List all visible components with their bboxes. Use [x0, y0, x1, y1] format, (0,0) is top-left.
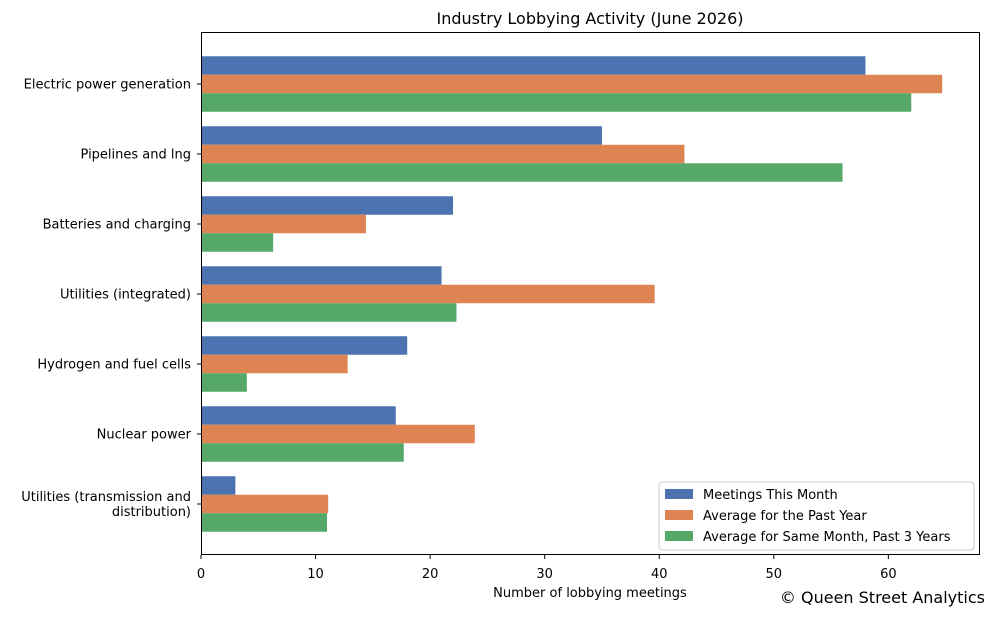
bar-2-category-4 [201, 284, 655, 304]
legend-frame [658, 481, 975, 551]
y-tick-label: Hydrogen and fuel cells [37, 358, 191, 373]
bar-1-category-7 [201, 476, 236, 495]
y-tick-label: Electric power generation [24, 78, 191, 93]
bar-1-category-2 [201, 126, 602, 145]
bar-3-category-1 [201, 93, 912, 112]
bar-2-category-1 [201, 74, 943, 94]
bar-1-category-6 [201, 406, 396, 425]
bar-2-category-5 [201, 354, 348, 374]
x-axis-label: Number of lobbying meetings [493, 586, 687, 601]
bar-2-category-7 [201, 494, 329, 514]
legend-label-2: Average for the Past Year [703, 509, 867, 524]
y-tick-label: Utilities (transmission and distribution) [21, 490, 191, 520]
bar-1-category-1 [201, 56, 866, 75]
bar-1-category-5 [201, 336, 408, 355]
plot-frame [201, 32, 980, 555]
x-tick-label: 20 [422, 567, 439, 582]
legend-swatch-1 [665, 489, 693, 499]
x-tick-label: 60 [880, 567, 897, 582]
copyright-watermark: © Queen Street Analytics [780, 588, 985, 607]
legend-label-3: Average for Same Month, Past 3 Years [703, 530, 951, 545]
y-tick-label: Batteries and charging [43, 218, 191, 233]
y-tick-label: Pipelines and lng [81, 148, 191, 163]
x-tick-label: 30 [536, 567, 553, 582]
bar-3-category-4 [201, 303, 457, 322]
y-tick-label: Nuclear power [97, 428, 192, 443]
bar-1-category-4 [201, 266, 442, 285]
x-tick-label: 10 [307, 567, 324, 582]
bar-3-category-6 [201, 443, 404, 462]
x-tick-label: 50 [766, 567, 783, 582]
bars-layer [201, 56, 943, 532]
bar-3-category-2 [201, 163, 843, 182]
x-axis: 0 10 20 30 40 50 60 [197, 555, 897, 582]
legend-label-1: Meetings This Month [703, 488, 838, 503]
legend-swatch-3 [665, 531, 693, 541]
bar-3-category-3 [201, 233, 274, 252]
chart-title: Industry Lobbying Activity (June 2026) [437, 9, 744, 28]
x-tick-label: 0 [197, 567, 205, 582]
y-axis: Electric power generation Pipelines and l… [21, 78, 201, 520]
bar-1-category-3 [201, 196, 454, 215]
legend: Meetings This Month Average for the Past … [658, 481, 975, 551]
bar-3-category-7 [201, 513, 328, 532]
legend-swatch-2 [665, 510, 693, 520]
bar-2-category-3 [201, 214, 366, 234]
bar-3-category-5 [201, 373, 247, 392]
y-tick-label: Utilities (integrated) [60, 288, 191, 303]
x-tick-label: 40 [651, 567, 668, 582]
bar-2-category-6 [201, 424, 475, 444]
bar-2-category-2 [201, 144, 685, 164]
